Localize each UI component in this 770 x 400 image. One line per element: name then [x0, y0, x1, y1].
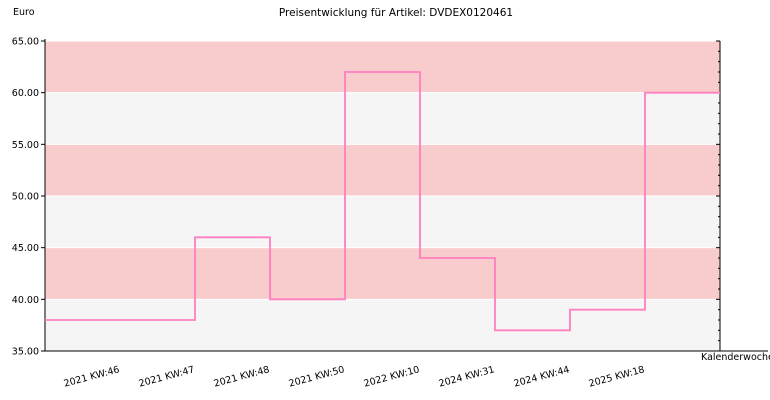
x-tick-label: 2024 KW:44	[513, 364, 571, 389]
x-axis-label: Kalenderwoche	[701, 352, 770, 363]
x-tick-label: 2025 KW:18	[588, 364, 646, 389]
y-tick-label: 55.00	[12, 140, 39, 151]
band-40-45	[45, 247, 720, 300]
y-ticks: 35.00 40.00 45.00 50.00 55.00 60.00 65.00	[12, 37, 45, 358]
x-tick-label: 2021 KW:50	[288, 364, 346, 389]
chart-title: Preisentwicklung für Artikel: DVDEX01204…	[279, 7, 513, 19]
y-tick-label: 35.00	[12, 347, 39, 358]
price-series	[45, 71, 720, 332]
band-55-60	[45, 92, 720, 145]
y-tick-label: 45.00	[12, 243, 39, 254]
y-tick-label: 40.00	[12, 295, 39, 306]
y-tick-label: 50.00	[12, 192, 39, 203]
x-tick-label: 2024 KW:31	[438, 364, 496, 389]
band-45-50	[45, 196, 720, 248]
x-tick-label: 2022 KW:10	[363, 364, 421, 389]
x-tick-label: 2021 KW:46	[63, 364, 121, 389]
band-60-65	[45, 41, 720, 93]
background-bands	[45, 40, 720, 352]
x-tick-label: 2021 KW:47	[138, 364, 196, 389]
y-axis-label: Euro	[13, 7, 35, 18]
price-step-line	[45, 71, 720, 332]
y-tick-label: 60.00	[12, 88, 39, 99]
x-tick-label: 2021 KW:48	[213, 364, 271, 389]
band-35-40	[45, 299, 720, 351]
x-ticks: 2021 KW:46 2021 KW:47 2021 KW:48 2021 KW:50…	[63, 364, 646, 389]
y-tick-label: 65.00	[12, 37, 39, 48]
band-50-55	[45, 144, 720, 196]
